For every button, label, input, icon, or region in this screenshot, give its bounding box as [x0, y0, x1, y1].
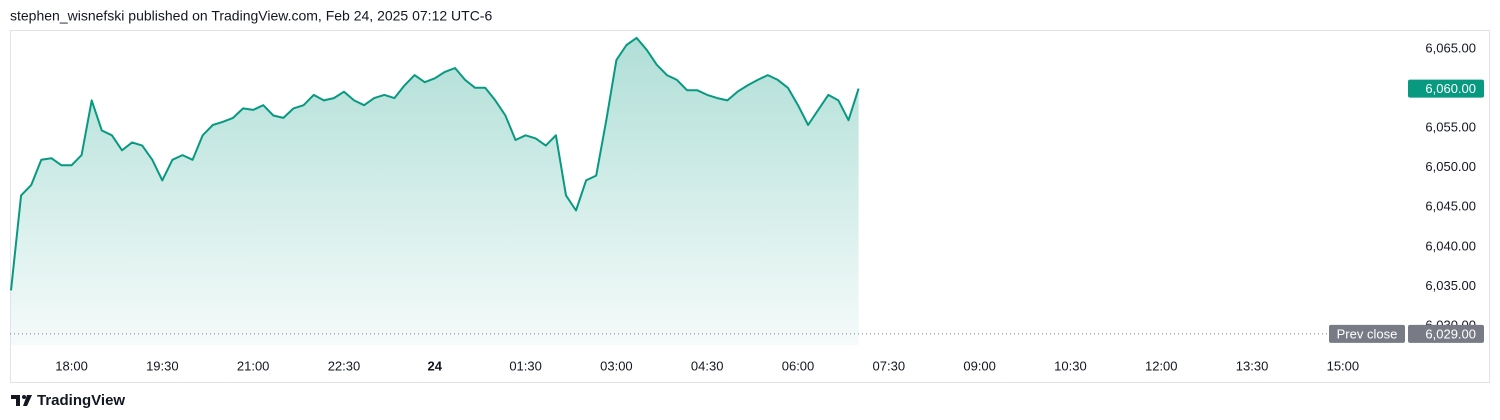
x-tick-label: 22:30 [328, 358, 361, 373]
attribution: stephen_wisnefski published on TradingVi… [10, 8, 492, 24]
x-tick-label: 19:30 [146, 358, 179, 373]
y-tick-label: 6,035.00 [1425, 278, 1476, 293]
reference-name: Prev close [1337, 326, 1398, 341]
reference-name-box [1329, 324, 1405, 343]
x-tick-label: 04:30 [691, 358, 724, 373]
y-tick-label: 6,050.00 [1425, 159, 1476, 174]
y-tick-label: 6,045.00 [1425, 199, 1476, 214]
x-tick-label: 01:30 [509, 358, 542, 373]
x-tick-label: 03:00 [600, 358, 633, 373]
brand-logo [11, 395, 32, 406]
price-line [10, 36, 860, 291]
x-tick-label: 06:00 [782, 358, 815, 373]
y-tick-label: 6,040.00 [1425, 238, 1476, 253]
x-tick-label: 09:00 [963, 358, 996, 373]
last-price-label: 6,060.00 [1425, 81, 1476, 96]
x-tick-label: 13:30 [1236, 358, 1269, 373]
chart-frame [10, 30, 1490, 383]
reference-value: 6,029.00 [1425, 326, 1476, 341]
area-fill [11, 37, 859, 346]
x-tick-label: 12:00 [1145, 358, 1178, 373]
x-tick-label: 07:30 [873, 358, 906, 373]
x-tick-label: 18:00 [55, 358, 88, 373]
y-tick-label: 6,055.00 [1425, 120, 1476, 135]
last-price-box [1408, 79, 1484, 98]
brand: TradingView [37, 392, 125, 409]
x-tick-label: 24 [428, 358, 443, 373]
x-tick-label: 15:00 [1327, 358, 1360, 373]
reference-value-box [1408, 324, 1484, 343]
x-tick-label: 10:30 [1054, 358, 1087, 373]
x-tick-label: 21:00 [237, 358, 270, 373]
y-tick-label: 6,065.00 [1425, 40, 1476, 55]
